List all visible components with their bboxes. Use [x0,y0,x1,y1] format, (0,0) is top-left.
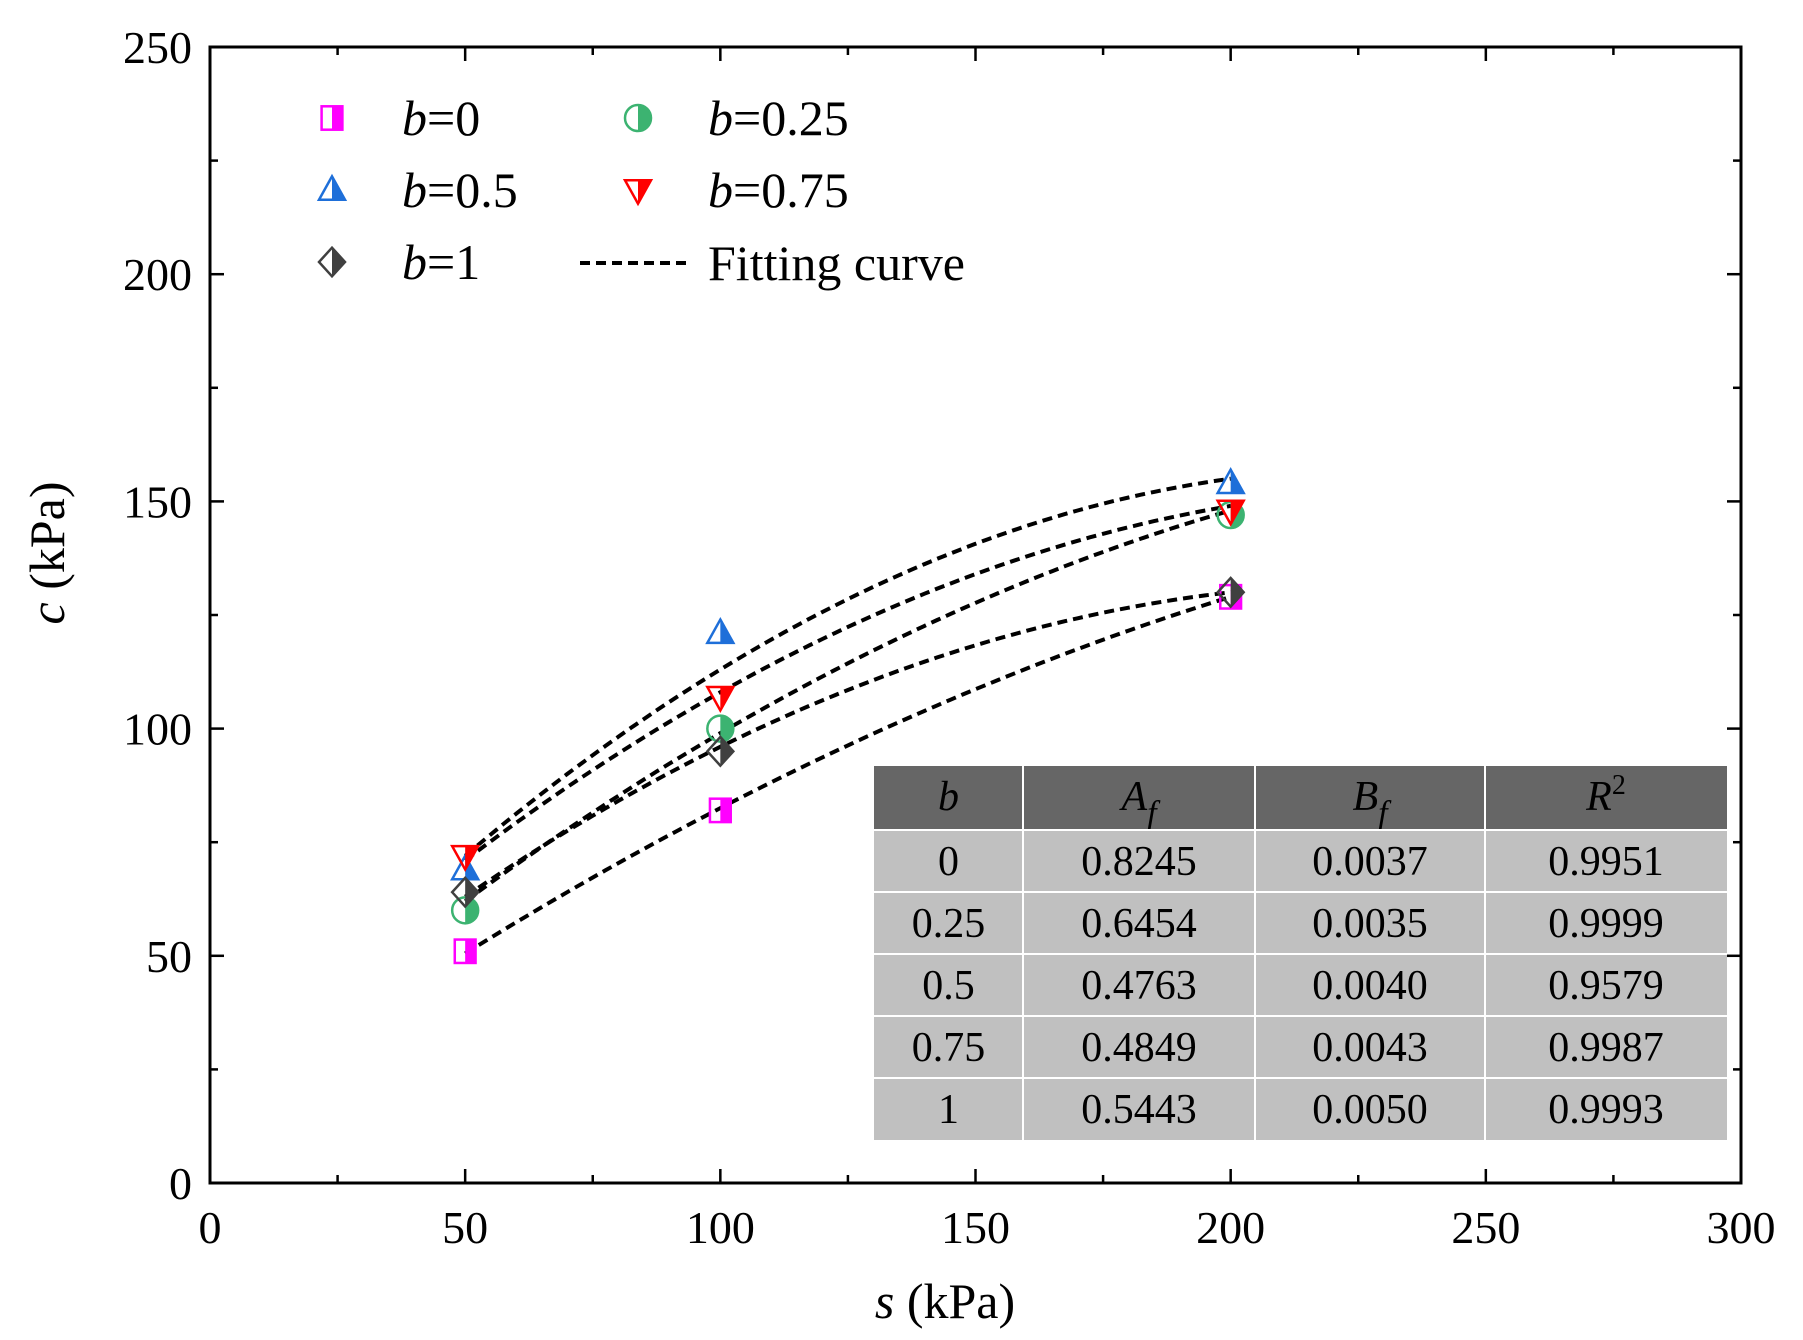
x-tick-label: 50 [442,1202,488,1253]
table-header-cell: b [938,774,959,820]
table-header-bg [874,766,1727,830]
table-cell: 0.4763 [1081,963,1197,1009]
x-tick-label: 150 [941,1202,1010,1253]
y-tick-label: 100 [123,704,192,755]
legend-label: b=0.5 [402,162,518,218]
table-cell: 0.9999 [1548,901,1664,947]
table-cell: 0.6454 [1081,901,1197,947]
y-tick-label: 200 [123,249,192,300]
legend-marker [623,103,653,133]
data-point-fill [465,846,479,870]
data-point-fill [720,737,734,766]
y-tick-label: 0 [169,1158,192,1209]
data-point-fill [1230,577,1244,607]
legend-label: b=0 [402,90,480,146]
table-cell: 0.9993 [1548,1087,1664,1133]
x-axis-title: s (kPa) [875,1273,1015,1329]
parameter-table: b00.250.50.751Af0.82450.64540.47630.4849… [874,766,1727,1140]
table-cell: 0.75 [912,1025,986,1071]
y-tick-label: 250 [123,22,192,73]
table-cell: 1 [938,1087,959,1133]
table-cell: 0 [938,839,959,885]
data-point-fill [720,619,734,643]
data-point-fill [720,798,731,823]
fitting-curve [463,476,1231,858]
data-point [450,876,480,909]
y-axis-title: c (kPa) [19,481,75,624]
data-markers [450,467,1246,965]
table-cell: 0.0050 [1312,1087,1428,1133]
legend-marker [622,179,654,207]
table-header-cell: R2 [1585,770,1626,820]
data-point-fill [465,939,476,963]
legend-marker [320,105,344,131]
axes: 0 50 100 150 200 250 300 0 50 100 150 200 250 [123,22,1776,1253]
x-tick-label: 100 [686,1202,755,1253]
data-point [450,844,481,873]
data-point [1215,499,1246,527]
legend-label: Fitting curve [708,235,965,291]
fitting-curve [464,594,1232,956]
table-cell: 0.9579 [1548,963,1664,1009]
x-tick-label: 300 [1707,1202,1776,1253]
fitting-curves [463,476,1232,956]
data-point [705,735,736,768]
legend-marker-fill [638,105,651,131]
legend-label: b=0.25 [708,90,849,146]
data-point-fill [465,877,479,907]
table-cell: 0.5 [922,963,975,1009]
data-point [705,616,736,645]
x-tick-label: 250 [1451,1202,1520,1253]
data-point [1215,467,1246,495]
y-tick-label: 50 [146,931,192,982]
table-cell: 0.0035 [1312,901,1428,947]
legend: b=0 b=0.25 b=0.5 b=0.75 b=1 Fitting curve [316,90,965,291]
legend-marker-fill [638,180,651,204]
legend-marker-fill [332,247,345,277]
data-point [708,797,732,824]
table-cell: 0.9987 [1548,1025,1664,1071]
data-point [1215,576,1246,609]
table-cell: 0.25 [912,901,986,947]
table-cell: 0.0040 [1312,963,1428,1009]
table-cell: 0.4849 [1081,1025,1197,1071]
data-point [453,938,477,965]
fitting-curve [463,503,1232,862]
legend-marker [316,173,348,201]
legend-label: b=0.75 [708,162,849,218]
table-cell: 0.8245 [1081,839,1197,885]
legend-marker-fill [332,106,343,130]
x-tick-label: 200 [1196,1202,1265,1253]
data-point [705,685,736,714]
table-body-bg [874,830,1727,1140]
x-tick-label: 0 [199,1202,222,1253]
legend-label: b=1 [402,234,480,290]
legend-marker [317,245,347,279]
table-cell: 0.9951 [1548,839,1664,885]
table-cell: 0.0037 [1312,839,1428,885]
legend-marker-fill [332,176,345,200]
table-cell: 0.5443 [1081,1087,1197,1133]
table-cell: 0.0043 [1312,1025,1428,1071]
fitting-curve [464,590,1231,899]
y-tick-label: 150 [123,476,192,527]
fitting-curve [464,508,1232,903]
data-point-fill [720,715,734,742]
